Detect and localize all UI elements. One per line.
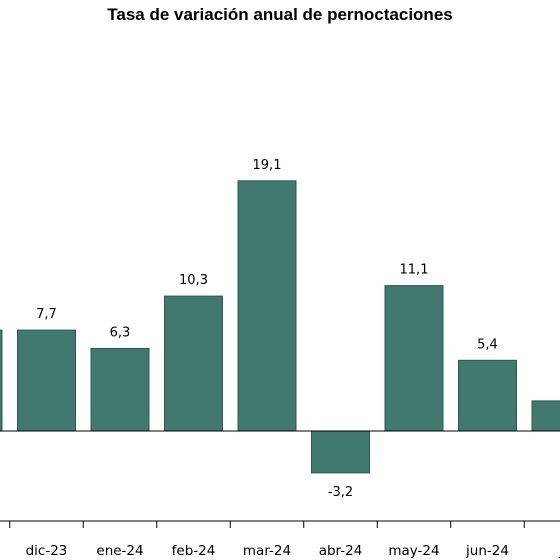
bar-mar-24	[237, 180, 297, 432]
data-labels-group: 7,7 6,3 10,3 19,1 -3,2 11,1 5,4	[36, 158, 498, 500]
tick-label-mar-24: mar-24	[243, 543, 291, 559]
bar-dic-23	[17, 329, 76, 432]
data-label-dic-23: 7,7	[36, 307, 57, 322]
bar-ene-24	[90, 348, 150, 432]
tick-label-abr-24: abr-24	[319, 543, 363, 559]
tick-label-ene-24: ene-24	[96, 543, 143, 559]
data-label-mar-24: 19,1	[253, 158, 282, 173]
bar-jun-24	[458, 359, 517, 432]
bars-group	[0, 180, 560, 474]
tick-label-dic-23: dic-23	[26, 543, 68, 559]
bar-abr-24	[311, 430, 370, 474]
chart-title: Tasa de variación anual de pernoctacione…	[107, 5, 452, 24]
bar-may-24	[384, 285, 444, 432]
tick-label-jun-24: jun-24	[465, 543, 509, 559]
data-label-feb-24: 10,3	[179, 273, 208, 288]
bar-nov-23	[0, 329, 3, 432]
data-label-abr-24: -3,2	[328, 485, 353, 500]
data-label-jun-24: 5,4	[477, 337, 498, 352]
tick-label-feb-24: feb-24	[172, 543, 216, 559]
data-label-ene-24: 6,3	[110, 326, 131, 341]
bar-jul-24	[531, 400, 560, 432]
bar-feb-24	[164, 295, 223, 432]
tick-label-jul-24: j	[558, 543, 560, 559]
x-ticks-group: 3dic-23ene-24feb-24mar-24abr-24may-24jun…	[9, 521, 560, 559]
tick-label-may-24: may-24	[388, 543, 439, 559]
data-label-may-24: 11,1	[400, 263, 429, 278]
